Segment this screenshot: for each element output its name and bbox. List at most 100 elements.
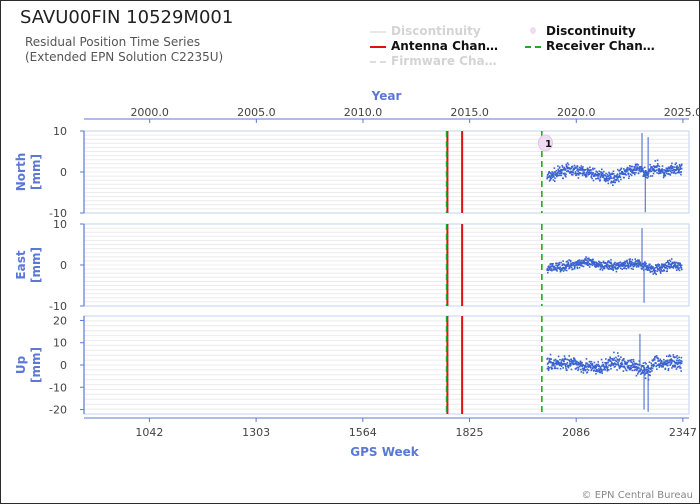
residual-point <box>553 180 556 182</box>
residual-point <box>565 163 568 166</box>
residual-point <box>658 170 660 173</box>
residual-point <box>549 266 551 269</box>
residual-point <box>628 364 630 367</box>
residual-point <box>607 361 609 364</box>
residual-point <box>598 365 601 367</box>
residual-point <box>620 356 622 358</box>
residual-point <box>669 260 672 263</box>
residual-point <box>637 260 640 263</box>
residual-point <box>573 263 575 265</box>
residual-point <box>612 184 614 186</box>
residual-point <box>614 181 617 184</box>
residual-point <box>600 369 603 371</box>
residual-point <box>653 359 656 361</box>
y-axis-unit: [mm] <box>29 347 43 383</box>
residual-point <box>659 272 662 274</box>
residual-point <box>599 265 602 268</box>
residual-point <box>578 266 581 269</box>
residual-point <box>591 177 593 180</box>
residual-point <box>628 262 631 264</box>
residual-point <box>567 263 570 266</box>
residual-point <box>592 172 595 174</box>
residual-point <box>609 261 612 264</box>
top-axis-title: Year <box>371 89 402 103</box>
residual-point <box>657 172 660 175</box>
residual-point <box>675 168 678 171</box>
residual-point <box>626 166 629 169</box>
residual-point <box>605 358 607 360</box>
residual-point <box>580 368 582 371</box>
residual-point <box>607 265 610 267</box>
residual-point <box>590 368 593 371</box>
legend-dashed-swatch <box>370 61 386 63</box>
residual-point <box>678 262 680 265</box>
residual-point <box>599 176 602 179</box>
residual-point <box>561 363 564 365</box>
residual-point <box>627 359 629 362</box>
residual-point <box>635 374 638 377</box>
residual-point <box>674 166 676 169</box>
residual-point <box>638 259 640 262</box>
residual-point <box>588 258 590 261</box>
residual-point <box>612 170 615 173</box>
residual-point <box>564 358 567 360</box>
residual-point <box>612 359 615 361</box>
residual-point <box>676 361 678 364</box>
residual-point <box>676 366 679 369</box>
residual-point <box>626 259 628 262</box>
residual-point <box>651 267 654 270</box>
residual-point <box>581 362 583 364</box>
residual-point <box>590 171 593 174</box>
residual-point <box>636 166 639 169</box>
residual-point <box>606 368 609 371</box>
residual-point <box>617 355 620 357</box>
residual-point <box>573 168 576 170</box>
residual-point <box>572 359 574 362</box>
residual-point <box>640 366 643 368</box>
residual-point <box>679 166 682 169</box>
residual-point <box>599 179 602 181</box>
residual-point <box>568 359 571 362</box>
residual-point <box>555 262 557 265</box>
residual-point <box>680 171 682 173</box>
residual-point <box>594 367 597 370</box>
residual-point <box>553 359 556 362</box>
residual-point <box>623 168 625 170</box>
residual-point <box>580 264 582 267</box>
residual-point <box>609 173 612 176</box>
residual-point <box>547 365 550 368</box>
residual-point <box>676 265 679 268</box>
residual-point <box>680 173 682 176</box>
residual-point <box>593 167 596 170</box>
residual-point <box>602 261 604 264</box>
residual-point <box>596 173 598 176</box>
residual-point <box>562 266 565 269</box>
residual-point <box>647 174 649 177</box>
residual-point <box>624 169 627 171</box>
residual-point <box>597 177 600 180</box>
residual-point <box>582 171 585 173</box>
y-axis-unit: [mm] <box>29 154 43 190</box>
residual-point <box>565 367 567 370</box>
residual-point <box>606 261 609 264</box>
residual-point <box>618 261 621 264</box>
residual-point <box>584 259 587 261</box>
residual-point <box>666 359 669 362</box>
residual-point <box>581 169 583 172</box>
residual-point <box>680 356 683 359</box>
residual-point <box>582 372 585 374</box>
residual-point <box>567 169 569 172</box>
residual-point <box>673 265 675 268</box>
residual-point <box>556 172 558 175</box>
residual-point <box>645 372 648 374</box>
residual-point <box>650 265 653 267</box>
residual-point <box>577 170 579 173</box>
residual-point <box>618 360 620 362</box>
residual-point <box>596 264 599 266</box>
residual-point <box>592 168 594 171</box>
residual-point <box>619 267 622 270</box>
residual-point <box>629 260 631 262</box>
residual-point <box>557 165 559 167</box>
residual-point <box>556 171 559 174</box>
residual-point <box>673 171 675 174</box>
